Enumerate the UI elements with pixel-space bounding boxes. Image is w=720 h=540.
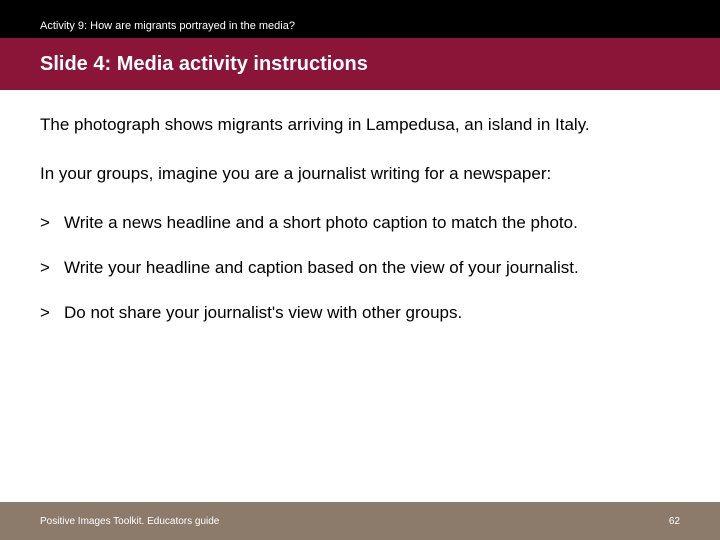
- bullet-marker: >: [40, 212, 64, 235]
- paragraph-prompt: In your groups, imagine you are a journa…: [40, 163, 680, 186]
- bullet-list: > Write a news headline and a short phot…: [40, 212, 680, 325]
- bullet-marker: >: [40, 302, 64, 325]
- list-item: > Do not share your journalist's view wi…: [40, 302, 680, 325]
- slide-title: Slide 4: Media activity instructions: [40, 53, 368, 76]
- content-area: The photograph shows migrants arriving i…: [0, 90, 720, 502]
- bullet-text: Do not share your journalist's view with…: [64, 302, 462, 325]
- paragraph-intro: The photograph shows migrants arriving i…: [40, 114, 680, 137]
- title-bar: Slide 4: Media activity instructions: [0, 38, 720, 90]
- bullet-text: Write your headline and caption based on…: [64, 257, 579, 280]
- list-item: > Write your headline and caption based …: [40, 257, 680, 280]
- bullet-marker: >: [40, 257, 64, 280]
- list-item: > Write a news headline and a short phot…: [40, 212, 680, 235]
- bullet-text: Write a news headline and a short photo …: [64, 212, 578, 235]
- slide-container: Activity 9: How are migrants portrayed i…: [0, 0, 720, 540]
- footer-source: Positive Images Toolkit. Educators guide: [40, 516, 219, 527]
- footer-page-number: 62: [669, 516, 680, 527]
- footer-bar: Positive Images Toolkit. Educators guide…: [0, 502, 720, 540]
- header-top: Activity 9: How are migrants portrayed i…: [0, 0, 720, 38]
- activity-label: Activity 9: How are migrants portrayed i…: [40, 20, 295, 32]
